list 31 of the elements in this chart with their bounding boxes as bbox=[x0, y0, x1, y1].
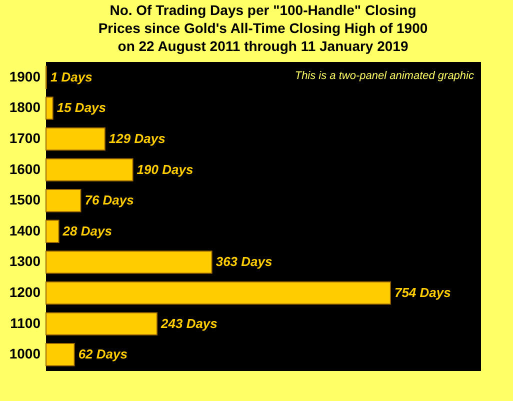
y-tick-label: 1000 bbox=[9, 346, 41, 362]
bar bbox=[46, 189, 82, 212]
data-label: 129 Days bbox=[108, 131, 166, 146]
annotation: This is a two-panel animated graphic bbox=[294, 70, 474, 82]
chart-title: No. Of Trading Days per "100-Handle" Closing Prices since Gold's All-Time Closing High of 1900 on 22 August 2011 through 11 January 2019 bbox=[98, 2, 428, 54]
data-label: 754 Days bbox=[394, 285, 451, 300]
y-tick-label: 1300 bbox=[9, 253, 41, 270]
bar bbox=[46, 343, 75, 366]
y-tick-label: 1500 bbox=[9, 192, 41, 208]
bar bbox=[46, 281, 391, 305]
y-tick-label: 1200 bbox=[9, 284, 41, 300]
y-tick-label: 1400 bbox=[9, 222, 41, 238]
y-tick-label: 1900 bbox=[9, 68, 41, 84]
bar bbox=[46, 96, 54, 120]
data-label: 62 Days bbox=[78, 346, 128, 362]
bar bbox=[46, 250, 212, 274]
y-tick-label: 1700 bbox=[9, 130, 41, 146]
data-label: 76 Days bbox=[84, 192, 134, 208]
bar bbox=[46, 312, 158, 336]
bar bbox=[46, 127, 106, 151]
y-tick-label: 1100 bbox=[10, 314, 41, 331]
data-label: 28 Days bbox=[62, 223, 112, 238]
data-label: 243 Days bbox=[160, 316, 218, 331]
data-label: 15 Days bbox=[56, 100, 106, 116]
bar bbox=[46, 220, 60, 243]
data-label: 1 Days bbox=[50, 69, 92, 84]
y-tick-label: 1600 bbox=[9, 160, 41, 177]
bar bbox=[46, 158, 134, 182]
data-label: 363 Days bbox=[216, 254, 272, 270]
data-label: 190 Days bbox=[136, 162, 194, 177]
y-tick-label: 1800 bbox=[9, 99, 41, 116]
